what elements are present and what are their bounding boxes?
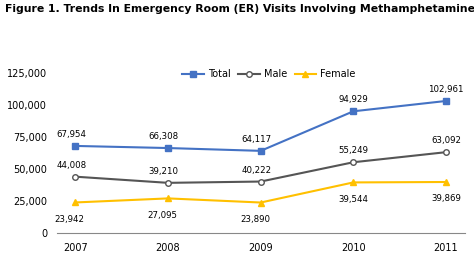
Text: 39,544: 39,544 xyxy=(338,195,368,204)
Total xyxy=(165,147,171,150)
Legend: Total, Male, Female: Total, Male, Female xyxy=(182,69,355,80)
Text: 23,890: 23,890 xyxy=(240,215,270,224)
Line: Female: Female xyxy=(72,179,449,206)
Text: 94,929: 94,929 xyxy=(338,95,368,104)
Female xyxy=(258,201,264,204)
Text: 63,092: 63,092 xyxy=(431,136,461,145)
Line: Total: Total xyxy=(73,98,449,154)
Male xyxy=(258,180,264,183)
Male xyxy=(350,161,356,164)
Total xyxy=(443,99,449,103)
Text: 64,117: 64,117 xyxy=(241,135,272,144)
Female xyxy=(73,201,78,204)
Total xyxy=(258,149,264,152)
Male xyxy=(73,175,78,178)
Text: 40,222: 40,222 xyxy=(241,166,272,175)
Text: 67,954: 67,954 xyxy=(56,130,86,139)
Y-axis label: Number of ER Visits: Number of ER Visits xyxy=(0,101,3,198)
Male xyxy=(443,151,449,154)
Female xyxy=(443,180,449,184)
Male xyxy=(165,181,171,184)
Text: 27,095: 27,095 xyxy=(147,211,177,220)
Female xyxy=(350,181,356,184)
Total xyxy=(350,110,356,113)
Text: 44,008: 44,008 xyxy=(56,161,86,170)
Text: 39,869: 39,869 xyxy=(431,195,461,204)
Text: 102,961: 102,961 xyxy=(428,85,464,94)
Text: 55,249: 55,249 xyxy=(338,146,368,155)
Line: Male: Male xyxy=(73,149,449,185)
Text: 23,942: 23,942 xyxy=(55,215,85,224)
Total xyxy=(73,144,78,148)
Female xyxy=(165,197,171,200)
Text: 39,210: 39,210 xyxy=(149,167,179,176)
Text: 66,308: 66,308 xyxy=(149,132,179,141)
Text: Figure 1. Trends In Emergency Room (ER) Visits Involving Methamphetamine, By Gen: Figure 1. Trends In Emergency Room (ER) … xyxy=(5,4,474,14)
